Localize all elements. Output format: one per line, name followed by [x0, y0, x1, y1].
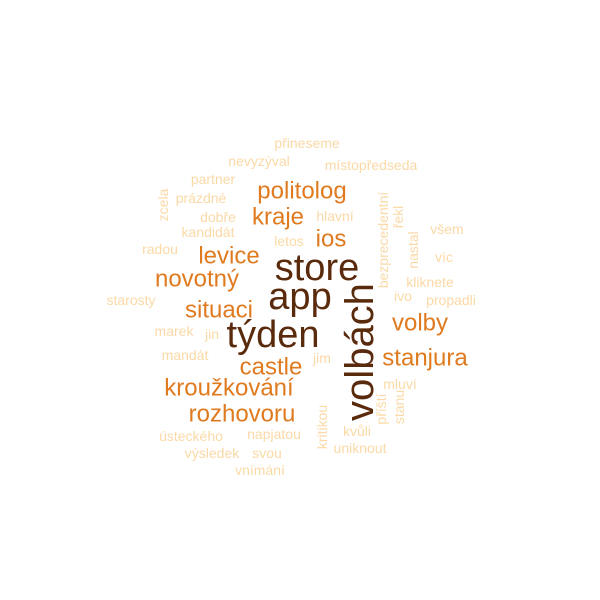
word-40: příští [373, 393, 389, 424]
word-47: výsledek [185, 445, 240, 461]
word-35: marek [155, 323, 195, 339]
word-43: ústeckého [159, 428, 223, 444]
word-11: castle [240, 354, 303, 381]
word-2: app [268, 276, 331, 318]
word-37: mandát [162, 347, 209, 363]
word-18: partner [191, 171, 236, 187]
word-13: kroužkování [164, 375, 294, 402]
word-5: kraje [252, 204, 304, 231]
word-4: politolog [257, 178, 346, 205]
word-42: kritikou [314, 405, 330, 449]
word-24: řekl [390, 206, 406, 229]
word-45: kvůli [343, 423, 371, 439]
word-36: jin [204, 326, 219, 342]
word-46: uniknout [334, 440, 387, 456]
word-7: levice [198, 243, 259, 270]
word-48: svou [252, 445, 282, 461]
word-38: jim [312, 350, 331, 366]
word-49: vnímání [235, 462, 285, 478]
word-8: novotný [155, 266, 239, 293]
word-34: propadli [426, 292, 476, 308]
word-30: víc [435, 249, 453, 265]
word-1: store [275, 247, 359, 289]
word-21: dobře [200, 209, 236, 225]
word-14: rozhovoru [189, 401, 296, 428]
word-9: situaci [185, 297, 253, 324]
word-26: nastal [405, 231, 421, 268]
word-28: letos [274, 233, 304, 249]
word-20: prázdné [176, 190, 227, 206]
word-16: nevyzýval [228, 153, 289, 169]
word-10: volby [392, 310, 448, 337]
word-19: zcela [155, 188, 171, 221]
word-12: stanjura [382, 345, 468, 372]
word-23: bezprecedentní [375, 192, 391, 289]
word-27: všem [430, 221, 463, 237]
word-15: přineseme [274, 135, 340, 151]
word-0: volbách [338, 283, 382, 421]
word-31: kliknete [406, 274, 454, 290]
word-29: radou [142, 241, 178, 257]
word-3: týden [227, 314, 320, 356]
word-39: mluví [383, 376, 417, 392]
word-25: kandidát [182, 224, 235, 240]
word-44: napjatou [247, 426, 301, 442]
word-32: ivo [394, 288, 412, 304]
word-41: stanu [391, 390, 407, 424]
word-6: ios [316, 226, 347, 253]
word-22: hlavní [316, 208, 353, 224]
word-33: starosty [106, 292, 155, 308]
word-17: místopředseda [325, 157, 418, 173]
